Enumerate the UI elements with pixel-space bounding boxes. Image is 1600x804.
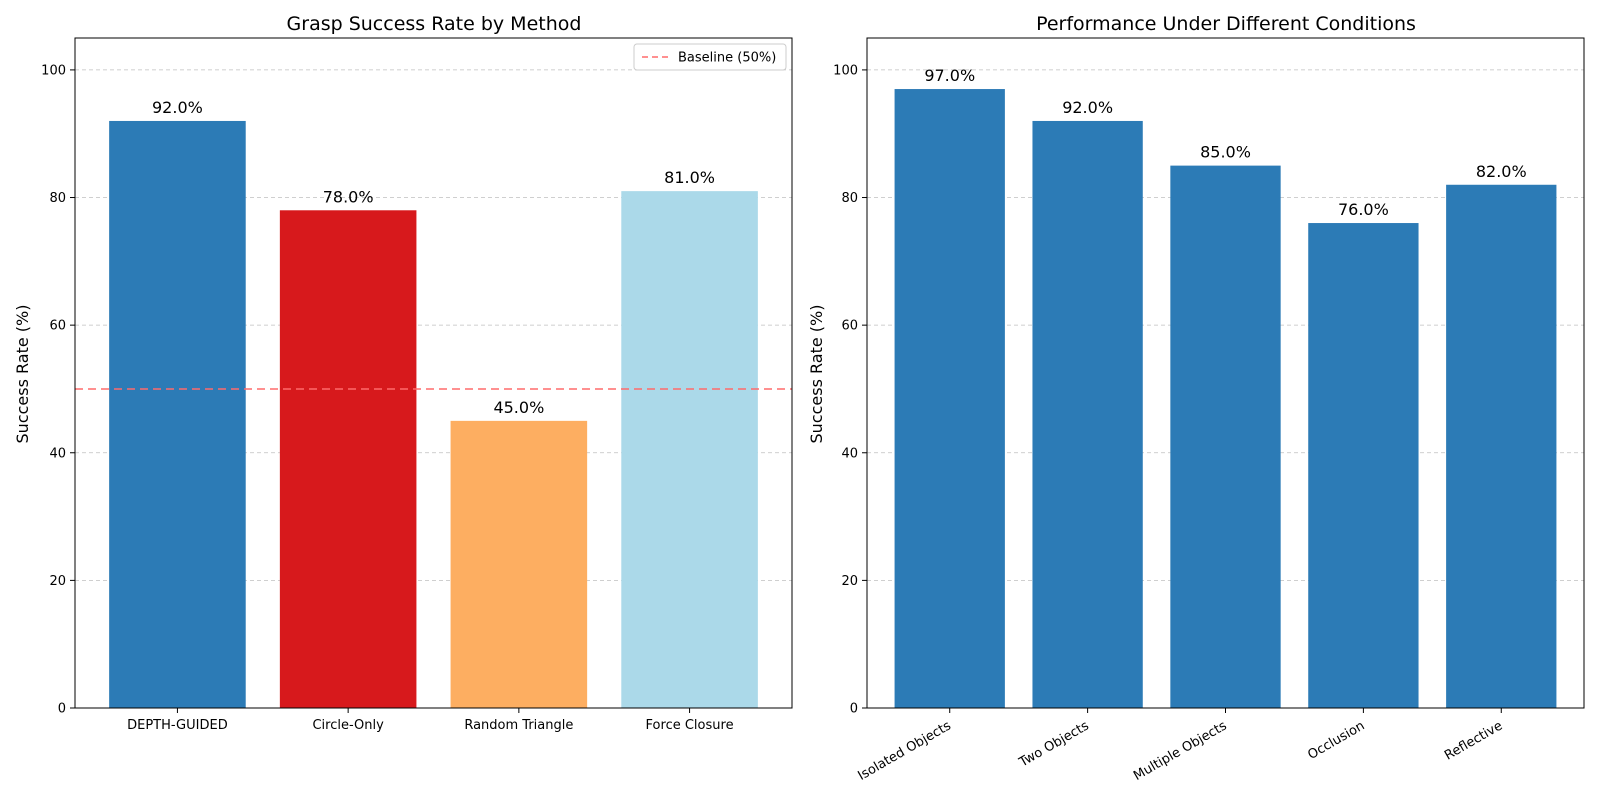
bar	[279, 210, 417, 709]
y-tick-label: 0	[58, 702, 66, 717]
y-tick-label: 100	[833, 63, 858, 78]
y-tick-label: 0	[850, 702, 858, 717]
x-tick-label: Force Closure	[646, 718, 734, 733]
x-tick-label: Two Objects	[1016, 718, 1092, 770]
bar	[1170, 165, 1281, 709]
bar	[1032, 120, 1143, 708]
y-tick-label: 80	[49, 191, 66, 206]
x-tick-label: Isolated Objects	[856, 718, 954, 783]
y-tick-label: 80	[841, 191, 858, 206]
chart-title: Grasp Success Rate by Method	[287, 13, 582, 35]
chart-condition-performance: Performance Under Different Conditions S…	[807, 13, 1585, 784]
y-tick-label: 40	[841, 446, 858, 461]
y-tick-label: 20	[49, 574, 66, 589]
x-tick-label: Random Triangle	[464, 718, 573, 733]
y-axis-label: Success Rate (%)	[13, 305, 32, 444]
data-label: 76.0%	[1338, 200, 1389, 219]
bar	[894, 89, 1005, 709]
data-label: 81.0%	[664, 168, 715, 187]
y-tick-label: 60	[841, 319, 858, 334]
y-tick-label: 40	[49, 446, 66, 461]
legend-entry: Baseline (50%)	[678, 51, 776, 66]
data-label: 92.0%	[1062, 98, 1113, 117]
x-tick-label: DEPTH-GUIDED	[127, 718, 228, 733]
data-label: 85.0%	[1200, 143, 1251, 162]
data-label: 82.0%	[1476, 162, 1527, 181]
y-tick-label: 60	[49, 319, 66, 334]
y-axis-label: Success Rate (%)	[807, 305, 826, 444]
data-label: 92.0%	[152, 98, 203, 117]
chart-title: Performance Under Different Conditions	[1036, 13, 1416, 35]
data-label: 45.0%	[493, 398, 544, 417]
y-tick-label: 20	[841, 574, 858, 589]
chart-method-comparison: Grasp Success Rate by Method Success Rat…	[13, 13, 793, 733]
legend-box	[633, 43, 787, 71]
bar	[450, 420, 588, 708]
x-tick-label: Reflective	[1442, 718, 1505, 763]
x-tick-label: Occlusion	[1305, 718, 1367, 762]
axes-frame	[866, 37, 1585, 709]
bar	[621, 191, 758, 709]
axes-frame	[74, 37, 793, 709]
bar	[109, 120, 246, 708]
bar	[1446, 184, 1557, 708]
x-tick-label: Multiple Objects	[1131, 718, 1230, 784]
data-label: 97.0%	[924, 66, 975, 85]
x-tick-label: Circle-Only	[312, 718, 384, 733]
bar	[1308, 223, 1419, 709]
data-label: 78.0%	[323, 187, 374, 206]
y-tick-label: 100	[41, 63, 66, 78]
